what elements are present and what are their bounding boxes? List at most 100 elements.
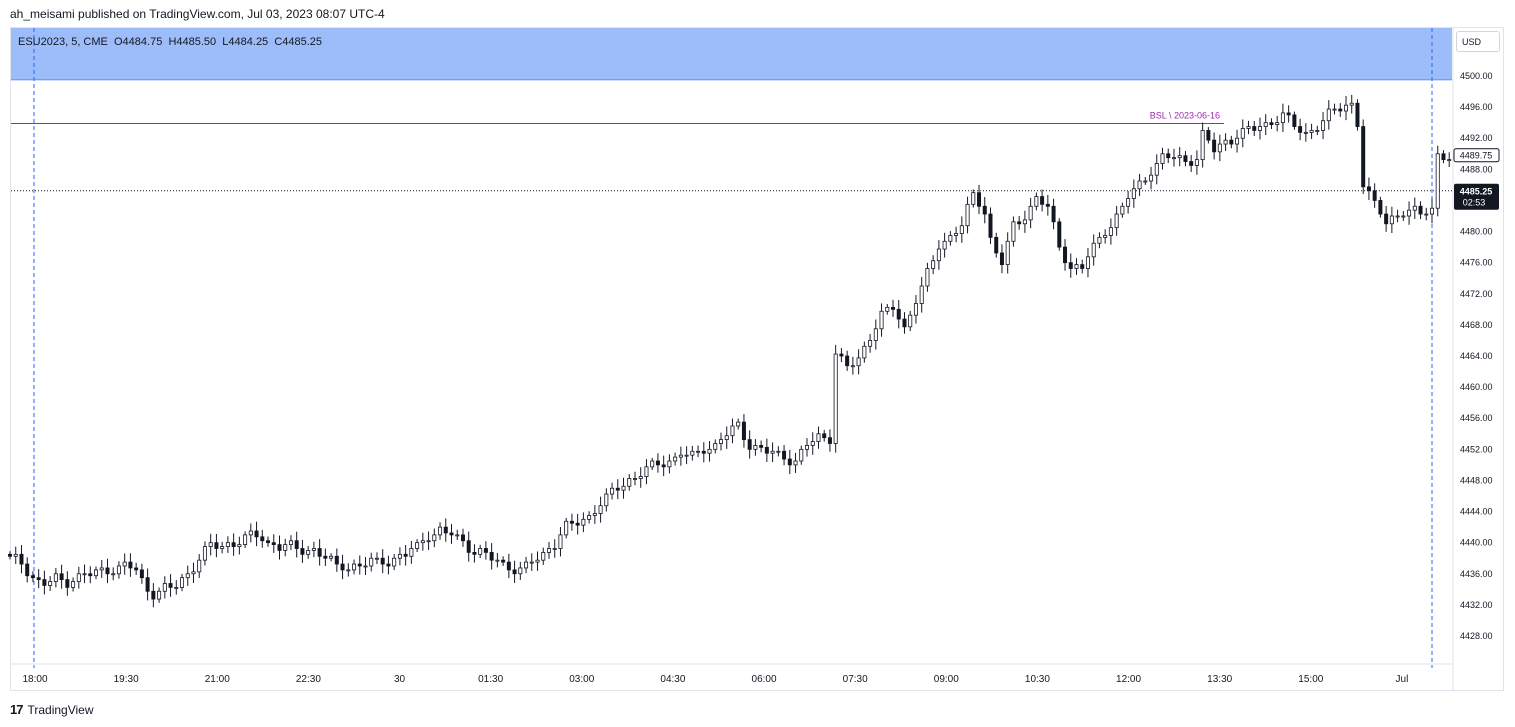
symbol-legend[interactable]: ESU2023, 5, CME O4484.75 H4485.50 L4484.… [18,36,322,48]
candle [1149,166,1154,190]
candle [787,449,792,475]
candle [1315,125,1320,136]
candle [380,549,385,574]
candle-body [357,563,362,567]
candle-body [94,569,99,577]
price-tick-label: 4496.00 [1460,102,1493,112]
candle-body [1343,104,1348,112]
candle [99,559,104,578]
candle-body [770,450,775,454]
candle-body [971,192,976,205]
candle [397,547,402,566]
candle [202,541,207,566]
candle [7,551,12,560]
candle [323,548,328,566]
candle-body [472,551,477,555]
candle-body [816,433,821,442]
candle-body [501,559,506,563]
candle [999,244,1004,274]
candle [1154,154,1159,185]
candle [1430,199,1435,224]
candle-body [19,553,24,565]
candle-body [277,544,282,551]
candle [822,429,827,442]
candle-body [1418,205,1423,215]
candle [168,574,173,597]
candle-body [787,458,792,466]
candle-body [1126,198,1131,207]
candle [139,563,144,584]
candle [581,512,586,533]
candle-body [948,235,953,242]
candle-body [174,586,179,589]
candle [954,226,959,243]
candle-body [845,355,850,367]
legend-symbol: ESU2023, 5, CME [18,36,108,48]
candle-body [942,240,947,250]
candle-body [53,573,58,582]
candle-body [300,548,305,555]
candle [546,542,551,559]
candle-body [329,555,334,559]
candle [1338,103,1343,117]
price-tick-label: 4456.00 [1460,413,1493,423]
candle [1217,134,1222,162]
candle [810,432,815,455]
candlestick-chart[interactable]: BSL \ 2023-06-16 4500.00 4496.00 4492.00 44… [0,0,1515,700]
candle-body [25,563,30,577]
candle [1057,218,1062,251]
candle-body [518,567,523,575]
candle [552,539,557,558]
previous-price-label-box [1453,148,1500,163]
candle [1223,133,1228,151]
price-tick-label: 4476.00 [1460,258,1493,268]
candle-body [1171,157,1176,160]
candle-body [237,544,242,547]
candle [283,538,288,557]
candle [65,571,70,596]
chart-frame[interactable] [10,27,1504,691]
candle-body [294,540,299,549]
candle-body [896,308,901,320]
candle-body [36,577,41,581]
time-tick-label: 03:00 [569,674,594,685]
candle [1171,148,1176,167]
candle-body [317,548,322,557]
candle-body [988,213,993,238]
candle [730,418,735,444]
candle [1378,196,1383,218]
candle-body [1074,264,1079,269]
candle [1005,232,1010,274]
candle-body [850,365,855,368]
candle-body [1108,227,1113,236]
candle-body [1366,186,1371,192]
candle-body [719,439,724,444]
candle-body [1246,126,1251,129]
price-tick-label: 4500.00 [1460,71,1493,81]
price-tick-label: 4464.00 [1460,351,1493,361]
candle-body [862,345,867,359]
candle-body [1137,180,1142,190]
candle [506,553,511,579]
candle-body [569,520,574,524]
highlight-zone-rect [11,28,1452,80]
candle-body [529,561,534,564]
time-tick-label: 19:30 [114,674,139,685]
footer[interactable]: 17 TradingView [10,702,94,717]
candle-body [1028,205,1033,221]
candle [71,577,76,592]
candle [426,531,431,550]
candle-body [546,548,551,553]
candle [478,544,483,559]
candle [460,528,465,547]
candle-body [248,530,253,536]
candle-body [392,557,397,567]
candle-body [1189,161,1194,166]
candle-body [965,203,970,227]
candle-body [306,550,311,555]
candle [1028,197,1033,229]
candle-body [1424,213,1429,216]
candle [1143,177,1148,185]
currency-button[interactable]: USD [1456,31,1500,52]
candle-body [128,561,133,569]
